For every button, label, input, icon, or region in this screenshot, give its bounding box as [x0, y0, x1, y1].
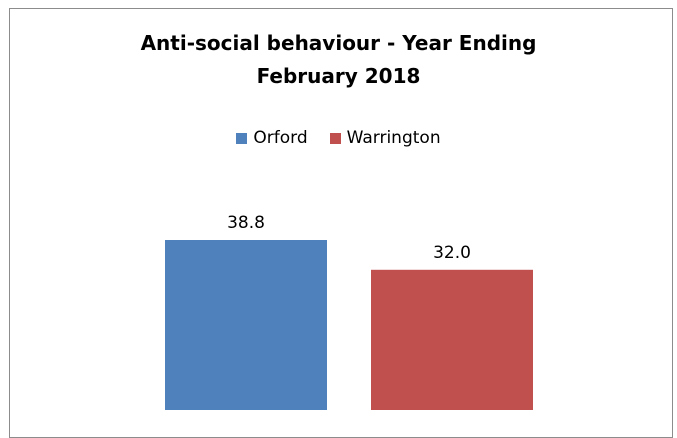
legend-label-orford: Orford: [253, 128, 308, 148]
legend-swatch-warrington: [329, 132, 341, 144]
chart-legend: Orford Warrington: [0, 128, 677, 148]
chart-frame: [9, 8, 673, 438]
legend-item-orford: Orford: [236, 128, 308, 148]
data-label-orford: 38.8: [227, 213, 265, 233]
legend-item-warrington: Warrington: [329, 128, 441, 148]
data-label-warrington: 32.0: [433, 243, 471, 263]
bar-warrington: [371, 269, 533, 410]
legend-label-warrington: Warrington: [346, 128, 441, 148]
chart-title: Anti-social behaviour - Year Ending Febr…: [0, 27, 677, 93]
bar-orford: [165, 240, 327, 410]
legend-swatch-orford: [236, 132, 248, 144]
chart-title-line-2: February 2018: [256, 64, 421, 88]
chart-title-line-1: Anti-social behaviour - Year Ending: [140, 31, 537, 55]
